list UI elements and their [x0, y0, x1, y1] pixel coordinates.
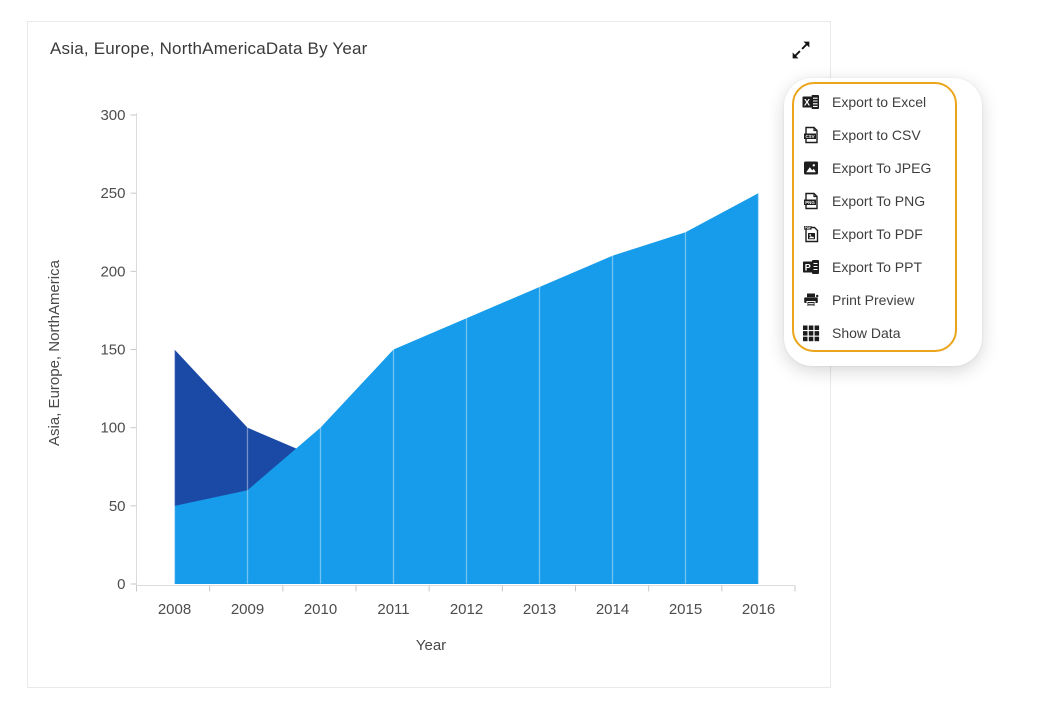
ppt-icon: P	[802, 258, 820, 276]
menu-item-export-pdf[interactable]: PDF Export To PDF	[794, 217, 955, 250]
y-tick-label: 50	[109, 498, 126, 515]
area-series-front-area	[174, 193, 759, 584]
svg-text:X: X	[804, 97, 810, 107]
x-tick-label: 2014	[596, 601, 629, 618]
y-tick-label: 250	[100, 185, 125, 202]
x-tick-label: 2016	[742, 601, 775, 618]
show-data-icon	[802, 324, 820, 342]
menu-item-export-jpeg[interactable]: Export To JPEG	[794, 151, 955, 184]
excel-icon: X	[802, 93, 820, 111]
x-tick-label: 2012	[450, 601, 483, 618]
y-tick-label: 300	[100, 107, 125, 124]
menu-item-export-png[interactable]: PNG Export To PNG	[794, 184, 955, 217]
menu-item-label: Export To PPT	[832, 258, 923, 275]
print-icon	[802, 291, 820, 309]
x-tick-label: 2010	[304, 601, 337, 618]
y-tick-label: 150	[100, 342, 125, 359]
x-tick-label: 2015	[669, 601, 702, 618]
svg-text:PDF: PDF	[805, 225, 811, 229]
pdf-icon: PDF	[802, 225, 820, 243]
x-axis-title: Year	[416, 637, 446, 654]
y-axis-title: Asia, Europe, NorthAmerica	[46, 259, 63, 446]
menu-item-label: Export to CSV	[832, 126, 921, 143]
y-tick-label: 0	[117, 576, 125, 593]
menu-item-label: Export To PDF	[832, 225, 923, 242]
menu-item-print-preview[interactable]: Print Preview	[794, 283, 955, 316]
jpeg-icon	[802, 159, 820, 177]
svg-text:P: P	[805, 262, 811, 272]
x-tick-label: 2009	[231, 601, 264, 618]
export-menu: X Export to Excel CSV Export to CSV	[784, 78, 982, 366]
chart-title: Asia, Europe, NorthAmericaData By Year	[50, 39, 368, 58]
chart-card: Asia, Europe, NorthAmericaData By Year 0…	[27, 21, 831, 688]
svg-text:PNG: PNG	[805, 199, 815, 204]
expand-button[interactable]	[783, 32, 819, 68]
menu-item-show-data[interactable]: Show Data	[794, 316, 955, 349]
menu-item-export-excel[interactable]: X Export to Excel	[794, 85, 955, 118]
png-icon: PNG	[802, 192, 820, 210]
menu-item-label: Export To JPEG	[832, 159, 932, 176]
export-menu-list: X Export to Excel CSV Export to CSV	[792, 82, 957, 352]
menu-item-label: Export to Excel	[832, 93, 927, 110]
x-tick-label: 2013	[523, 601, 556, 618]
expand-arrows-icon	[792, 41, 810, 59]
area-chart: 0 50 100 150 200 250 300 2008 2009 2010 2011 2012 20…	[46, 107, 796, 654]
csv-icon: CSV	[802, 126, 820, 144]
y-tick-label: 200	[100, 263, 125, 280]
x-tick-label: 2011	[377, 601, 409, 618]
x-tick-label: 2008	[158, 601, 191, 618]
menu-item-label: Export To PNG	[832, 192, 926, 209]
menu-item-export-csv[interactable]: CSV Export to CSV	[794, 118, 955, 151]
menu-item-label: Print Preview	[832, 291, 915, 308]
svg-text:CSV: CSV	[805, 133, 814, 138]
menu-item-export-ppt[interactable]: P Export To PPT	[794, 250, 955, 283]
menu-item-label: Show Data	[832, 324, 901, 341]
y-tick-label: 100	[100, 420, 125, 437]
